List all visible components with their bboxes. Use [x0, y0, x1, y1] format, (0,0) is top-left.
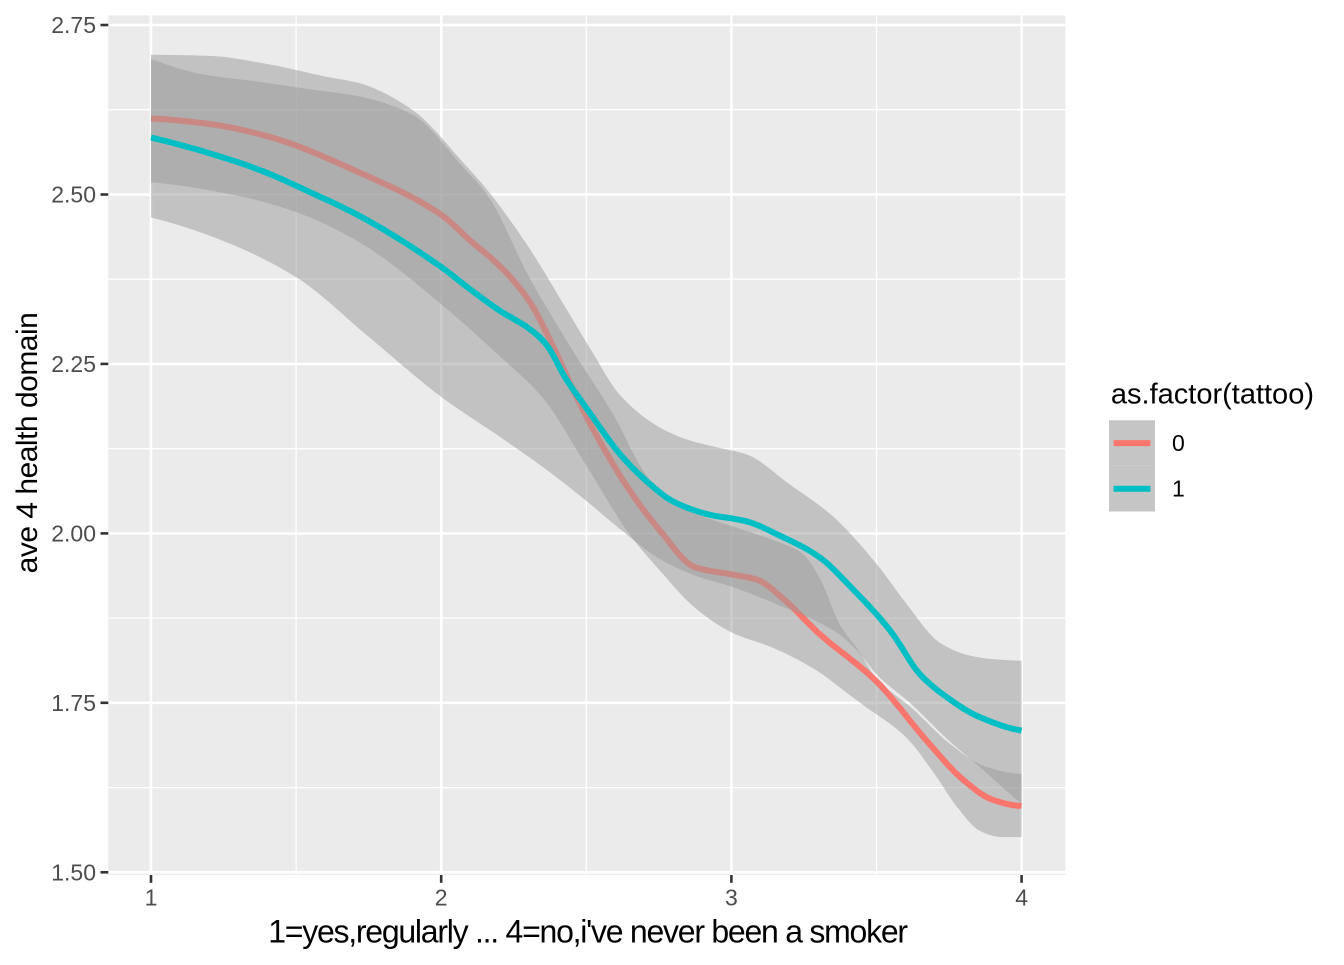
svg-text:4: 4: [1015, 885, 1028, 911]
svg-text:ave 4 health domain: ave 4 health domain: [11, 313, 44, 574]
svg-text:2.75: 2.75: [51, 12, 96, 38]
svg-text:1.50: 1.50: [51, 859, 96, 885]
svg-text:1: 1: [1172, 476, 1185, 502]
svg-text:as.factor(tattoo): as.factor(tattoo): [1111, 379, 1314, 411]
svg-text:1=yes,regularly ... 4=no,i've: 1=yes,regularly ... 4=no,i've never been…: [268, 914, 908, 950]
svg-text:2.00: 2.00: [51, 520, 96, 546]
svg-text:2.50: 2.50: [51, 182, 96, 208]
svg-text:2.25: 2.25: [51, 351, 96, 377]
svg-text:1: 1: [145, 885, 158, 911]
svg-text:0: 0: [1172, 430, 1185, 456]
svg-text:1.75: 1.75: [51, 690, 96, 716]
svg-text:2: 2: [435, 885, 448, 911]
svg-text:3: 3: [725, 885, 738, 911]
